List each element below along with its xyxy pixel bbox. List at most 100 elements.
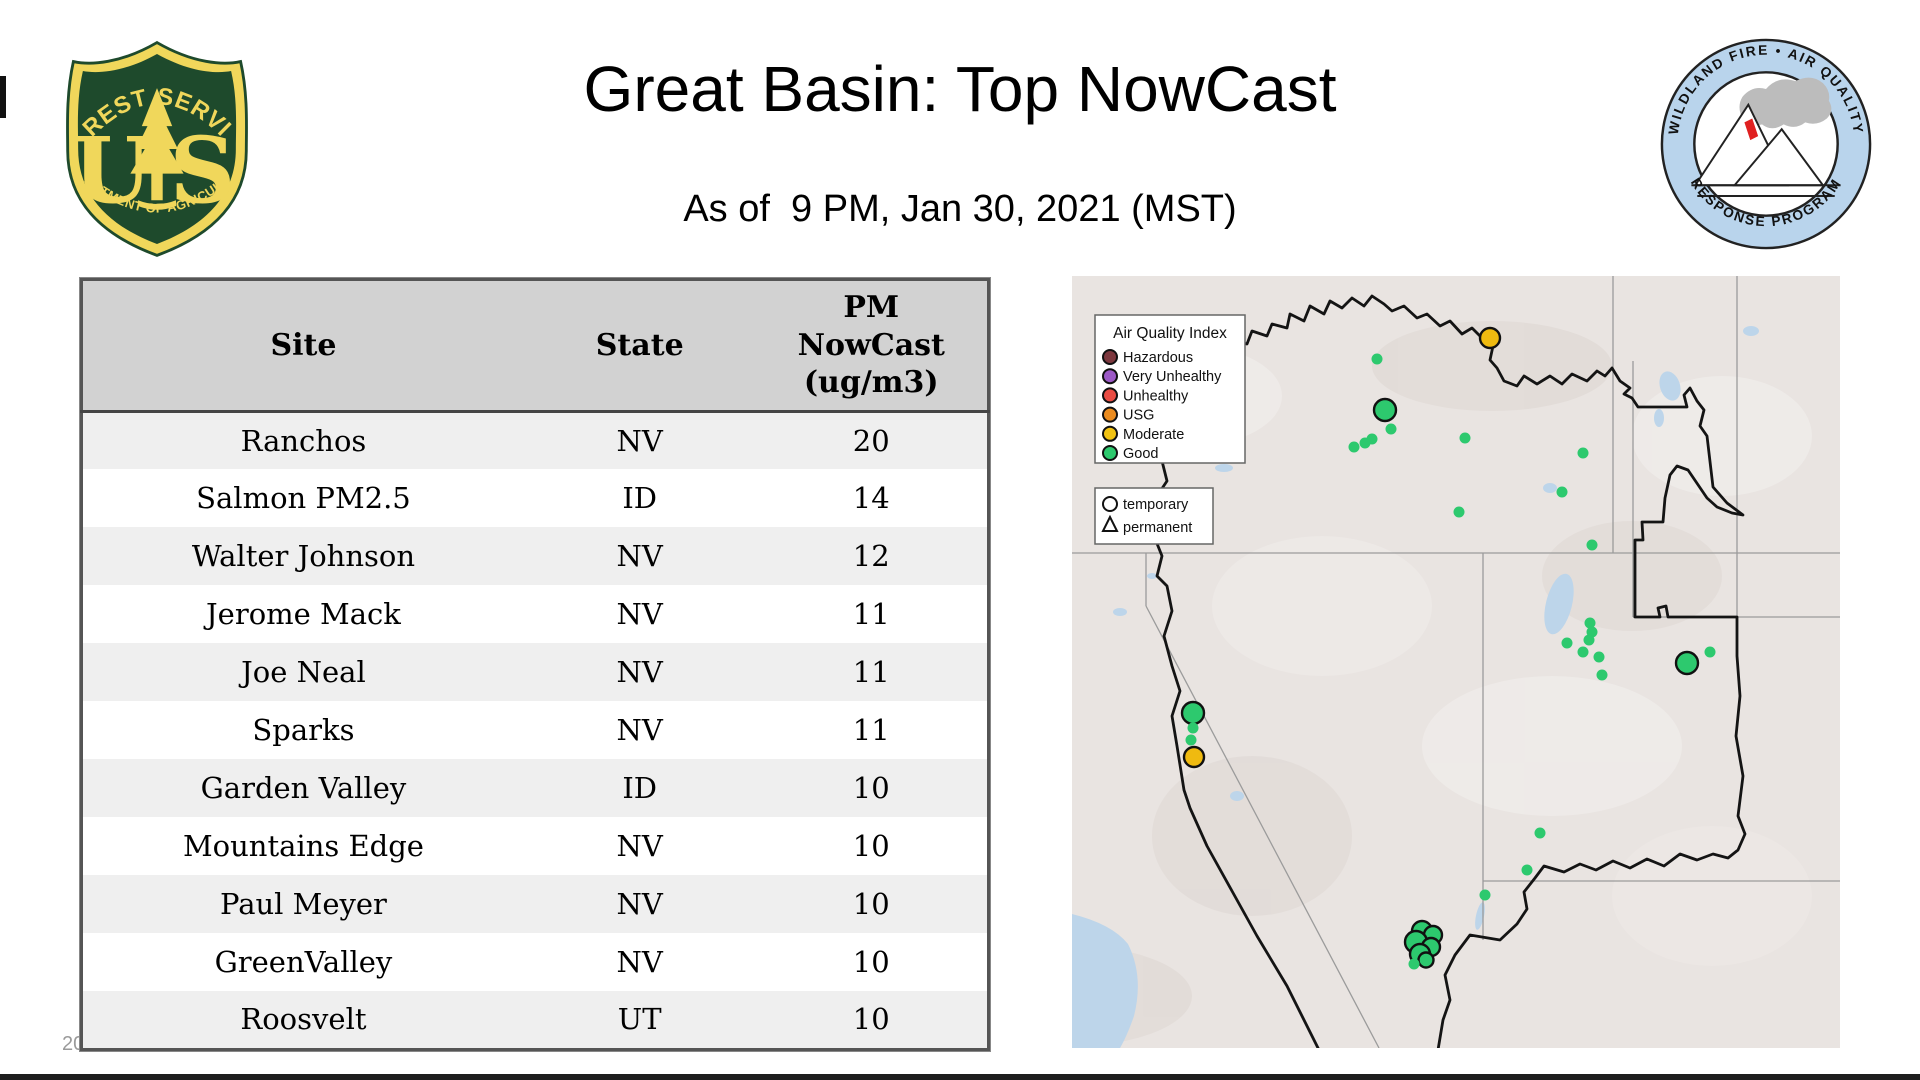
aqi-legend-swatch — [1102, 406, 1118, 423]
cell-site: Garden Valley — [200, 771, 407, 805]
cell-site: Salmon PM2.5 — [196, 481, 411, 515]
aqi-legend-label: Very Unhealthy — [1123, 369, 1222, 385]
cell-value: 11 — [852, 655, 890, 689]
aqi-legend-swatch — [1102, 425, 1118, 442]
table-row: Sparks NV 11 — [81, 701, 989, 759]
table-row: Joe Neal NV 11 — [81, 643, 989, 701]
cell-value: 10 — [852, 829, 890, 863]
cell-state: NV — [616, 655, 663, 689]
monitor-marker-good-large[interactable] — [1674, 650, 1700, 676]
monitor-marker-good-small[interactable] — [1459, 432, 1471, 444]
table-header-row: Site State PM NowCast (ug/m3) — [81, 279, 989, 413]
table-row: Walter Johnson NV 12 — [81, 527, 989, 585]
cell-value: 20 — [852, 423, 890, 458]
page-title: Great Basin: Top NowCast — [583, 53, 1337, 125]
cell-value: 11 — [852, 597, 890, 631]
monitor-marker-good-small[interactable] — [1704, 646, 1716, 658]
cell-site: Sparks — [252, 713, 355, 747]
monitor-marker-good-small[interactable] — [1556, 486, 1568, 498]
monitor-marker-good-small[interactable] — [1479, 889, 1491, 901]
monitor-marker-good-small[interactable] — [1596, 669, 1608, 681]
monitor-marker-good-small[interactable] — [1593, 651, 1605, 663]
monitor-marker-good-small[interactable] — [1583, 634, 1595, 646]
cell-site: GreenValley — [214, 945, 393, 979]
monitor-marker-good-small[interactable] — [1366, 433, 1378, 445]
col-header-pm: PM NowCast (ug/m3) — [755, 279, 989, 413]
cell-value: 11 — [852, 713, 890, 747]
table-row: Roosvelt UT 10 — [81, 991, 989, 1049]
monitor-marker-good-small[interactable] — [1521, 864, 1533, 876]
permanent-label: permanent — [1123, 520, 1192, 536]
temporary-circle-icon — [1102, 496, 1118, 512]
permanent-triangle-icon — [1101, 514, 1119, 532]
table-row: Garden Valley ID 10 — [81, 759, 989, 817]
monitor-marker-good-small[interactable] — [1534, 827, 1546, 839]
cell-state: NV — [616, 829, 663, 863]
monitor-marker-good-large[interactable] — [1180, 700, 1206, 726]
cell-state: NV — [616, 423, 663, 458]
state-borders — [1072, 276, 1840, 1049]
monitor-marker-good-small[interactable] — [1385, 423, 1397, 435]
cell-value: 10 — [852, 771, 890, 805]
cell-state: UT — [617, 1002, 662, 1037]
aqi-legend-label: USG — [1123, 408, 1154, 424]
page-subtitle: As of 9 PM, Jan 30, 2021 (MST) — [683, 188, 1237, 230]
cell-value: 12 — [852, 539, 890, 573]
cell-site: Paul Meyer — [219, 887, 387, 921]
cell-value: 10 — [852, 1002, 890, 1037]
pine-tree-icon — [130, 88, 184, 210]
cell-state: NV — [616, 713, 663, 747]
monitor-marker-good-small[interactable] — [1348, 441, 1360, 453]
smoke-cloud — [1739, 77, 1832, 129]
col-header-site: Site — [81, 279, 524, 413]
monitor-marker-good-small[interactable] — [1577, 646, 1589, 658]
cell-state: ID — [622, 771, 658, 805]
map-svg: Air Quality Index Hazardous Very Unhealth… — [952, 276, 1840, 1052]
monitor-marker-good-small[interactable] — [1187, 722, 1199, 734]
wfaqrp-logo: WILDLAND FIRE • AIR QUALITY RESPONSE PRO… — [1660, 38, 1872, 250]
monitor-marker-good-small[interactable] — [1586, 539, 1598, 551]
table-row: Jerome Mack NV 11 — [81, 585, 989, 643]
temporary-label: temporary — [1123, 497, 1189, 513]
slide-edge-artifact — [0, 76, 6, 118]
aqi-legend: Air Quality Index Hazardous Very Unhealth… — [1094, 314, 1246, 464]
cell-site: Jerome Mack — [206, 597, 401, 631]
nowcast-table: Site State PM NowCast (ug/m3) Ranchos NV 2… — [80, 278, 990, 1051]
monitor-marker-moderate-large[interactable] — [1182, 745, 1206, 769]
monitor-marker-good-small[interactable] — [1453, 506, 1465, 518]
monitor-marker-good-large[interactable] — [1372, 397, 1398, 423]
monitor-marker-good-small[interactable] — [1577, 447, 1589, 459]
mountains-icon — [1691, 102, 1841, 198]
cell-value: 10 — [852, 945, 890, 979]
flame-icon — [1744, 118, 1759, 141]
table-row: Ranchos NV 20 — [81, 411, 989, 469]
monitor-marker-good-small[interactable] — [1185, 734, 1197, 746]
cell-value: 10 — [852, 887, 890, 921]
aqi-legend-label: Good — [1123, 446, 1158, 462]
table-row: Salmon PM2.5 ID 14 — [81, 469, 989, 527]
aqi-legend-swatch — [1102, 349, 1118, 365]
aqi-legend-label: Moderate — [1123, 427, 1184, 443]
cell-site: Joe Neal — [241, 655, 366, 689]
table-row: Mountains Edge NV 10 — [81, 817, 989, 875]
aqi-legend-title: Air Quality Index — [1113, 325, 1227, 342]
monitor-marker-good-small[interactable] — [1408, 958, 1420, 970]
cell-state: ID — [622, 481, 658, 515]
table-row: Paul Meyer NV 10 — [81, 875, 989, 933]
monitor-marker-good-small[interactable] — [1584, 617, 1596, 629]
cell-value: 14 — [852, 481, 890, 515]
cell-site: Roosvelt — [240, 1002, 367, 1037]
aqi-legend-swatch — [1102, 445, 1118, 461]
monitor-marker-moderate-large[interactable] — [1478, 326, 1502, 350]
monitor-marker-good-small[interactable] — [1561, 637, 1573, 649]
monitor-marker-good-large[interactable] — [1417, 951, 1435, 969]
col-header-state: State — [523, 279, 756, 413]
forest-service-logo: FOREST SERVICE DEPARTMENT OF AGRICULTURE… — [62, 38, 248, 257]
cell-state: NV — [616, 539, 663, 573]
cell-site: Mountains Edge — [182, 829, 424, 863]
cell-state: NV — [616, 945, 663, 979]
table-row: GreenValley NV 10 — [81, 933, 989, 991]
monitor-marker-good-small[interactable] — [1371, 353, 1383, 365]
aqi-legend-label: Hazardous — [1123, 350, 1193, 366]
